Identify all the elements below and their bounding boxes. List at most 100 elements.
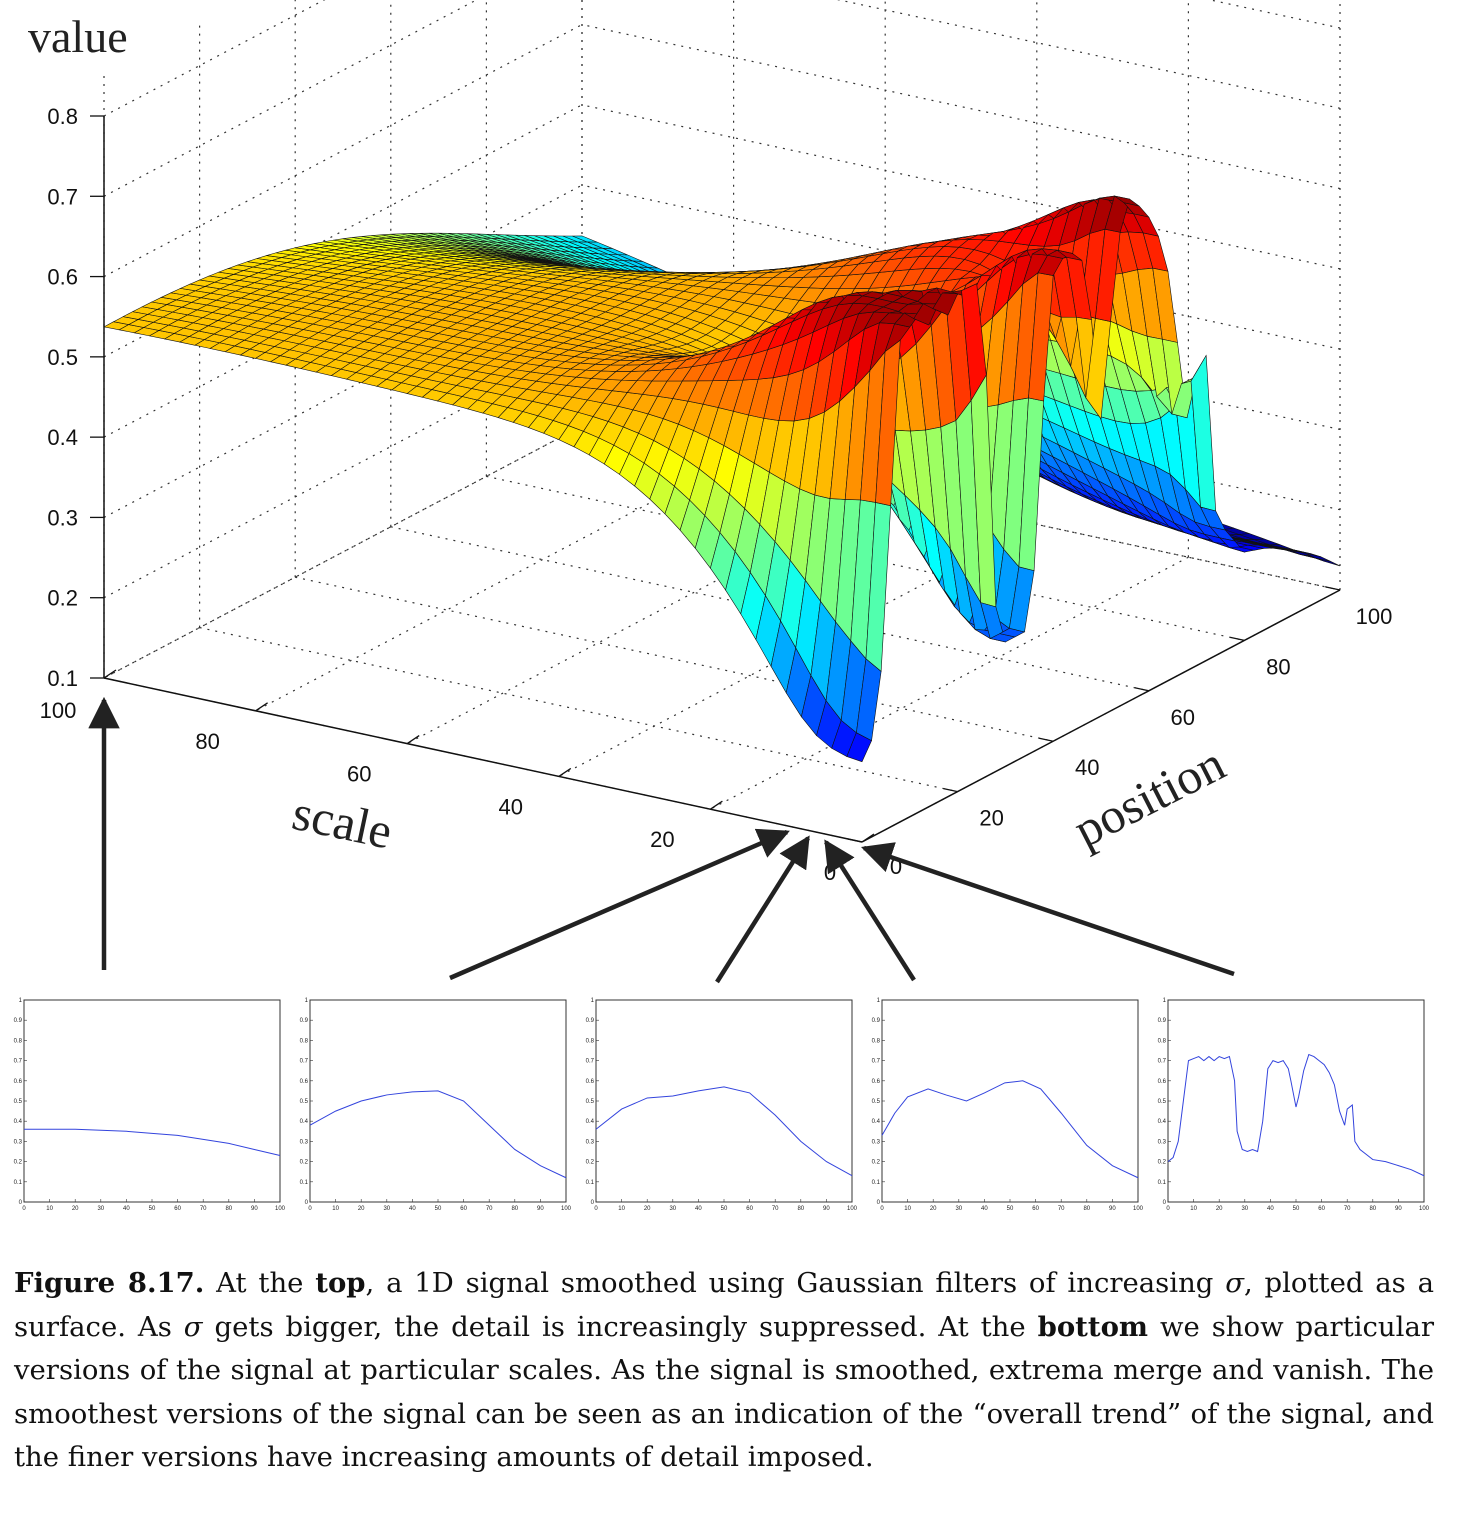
mini-ytick-label: 0	[1163, 1200, 1167, 1206]
mini-xtick-label: 50	[1293, 1206, 1300, 1212]
mini-ytick-label: 1	[305, 998, 309, 1004]
mini-ytick-label: 1	[19, 998, 23, 1004]
z-tick-label: 0.4	[47, 425, 78, 450]
mini-ytick-label: 0.5	[1158, 1099, 1167, 1105]
mini-ytick-label: 0.5	[872, 1099, 881, 1105]
mini-xtick-label: 90	[1395, 1206, 1402, 1212]
mini-ytick-label: 0.2	[586, 1160, 595, 1166]
scale-tick-mark	[406, 735, 420, 745]
mini-series-line	[24, 1128, 281, 1157]
position-tick-mark	[1325, 586, 1341, 591]
scale-tick-mark	[710, 800, 723, 810]
surface-mesh	[103, 195, 1341, 763]
mini-ytick-label: 0	[877, 1200, 881, 1206]
mini-xtick-label: 0	[22, 1206, 26, 1212]
scale-axis-label: scale	[288, 784, 397, 860]
mini-ytick-label: 0.6	[14, 1079, 23, 1085]
mini-ytick-label: 0	[19, 1200, 23, 1206]
mini-ytick-label: 0.9	[872, 1018, 881, 1024]
mini-ytick-label: 0.8	[586, 1038, 595, 1044]
mini-ytick-label: 0.4	[586, 1119, 595, 1125]
mini-xtick-label: 0	[880, 1206, 884, 1212]
position-tick-label: 60	[1171, 705, 1195, 730]
mini-xtick-label: 50	[1007, 1206, 1014, 1212]
position-tick-mark	[1230, 636, 1245, 642]
scale-tick-label: 80	[195, 729, 219, 754]
arrow-panel-3	[715, 835, 810, 984]
mini-ytick-label: 0.1	[586, 1180, 595, 1186]
mini-plot-1: 00.10.20.30.40.50.60.70.80.910 10 20 30 40 50…	[14, 998, 286, 1212]
mini-plot-4: 00.10.20.30.40.50.60.70.80.910 10 20 30 40 50…	[872, 998, 1144, 1212]
mini-ytick-label: 0.9	[300, 1018, 309, 1024]
surface-cell	[1315, 557, 1341, 567]
mini-series-line	[309, 1090, 567, 1179]
mini-plots: 00.10.20.30.40.50.60.70.80.910 10 20 30 40 50…	[14, 998, 1430, 1212]
scale-tick-label: 20	[650, 827, 674, 852]
position-tick-label: 80	[1266, 654, 1290, 679]
mini-ytick-label: 0.8	[872, 1038, 881, 1044]
scale-axis: 100 80 60 40 20 0	[40, 669, 875, 885]
mini-series-line	[595, 1086, 853, 1177]
mini-ytick-label: 0.6	[1158, 1079, 1167, 1085]
caption-sigma-1: σ	[1225, 1267, 1244, 1299]
mini-xtick-label: 60	[460, 1206, 467, 1212]
mini-xtick-label: 40	[695, 1206, 702, 1212]
caption-text-2: , a 1D signal smoothed using Gaussian fi…	[365, 1267, 1226, 1299]
mini-ytick-label: 0.2	[300, 1160, 309, 1166]
position-tick-label: 40	[1075, 755, 1099, 780]
z-tick-label: 0.6	[47, 265, 78, 290]
mini-ytick-label: 0.9	[1158, 1018, 1167, 1024]
mini-ytick-label: 0.9	[14, 1018, 23, 1024]
scale-tick-mark	[255, 702, 268, 712]
mini-xtick-label: 50	[149, 1206, 156, 1212]
mini-xtick-label: 40	[1267, 1206, 1274, 1212]
z-tick-label: 0.7	[47, 184, 78, 209]
z-tick-label: 0.2	[47, 586, 78, 611]
mini-ytick-label: 0.4	[300, 1119, 309, 1125]
mini-xtick-label: 100	[1133, 1206, 1144, 1212]
mini-xtick-label: 30	[669, 1206, 676, 1212]
mini-plot-frame	[1167, 999, 1425, 1203]
caption-bottom: bottom	[1037, 1310, 1149, 1343]
mini-ytick-label: 0.7	[1158, 1059, 1167, 1065]
caption-label: Figure 8.17.	[14, 1267, 205, 1299]
mini-plot-frame	[309, 999, 567, 1203]
mini-plot-frame	[595, 999, 853, 1203]
mini-ytick-label: 0.2	[1158, 1160, 1167, 1166]
mini-xtick-label: 30	[383, 1206, 390, 1212]
mini-ytick-label: 0.1	[14, 1180, 23, 1186]
position-tick-mark	[1134, 687, 1149, 692]
caption-text-5: we show particular versions of the signa…	[14, 1310, 1434, 1474]
z-tick-label: 0.5	[47, 345, 78, 370]
mini-xtick-label: 70	[486, 1206, 493, 1212]
mini-series-line	[881, 1080, 1139, 1179]
mini-ytick-label: 0.2	[872, 1160, 881, 1166]
mini-xtick-label: 70	[200, 1206, 207, 1212]
mini-ytick-label: 0.3	[300, 1139, 309, 1145]
position-tick-mark	[1039, 737, 1054, 742]
z-axis-label: value	[28, 11, 128, 62]
mini-ytick-label: 0.5	[586, 1099, 595, 1105]
mini-xtick-label: 60	[1032, 1206, 1039, 1212]
mini-ytick-label: 0.1	[300, 1180, 309, 1186]
mini-plot-frame	[23, 999, 281, 1203]
mini-xtick-label: 10	[618, 1206, 625, 1212]
caption-text-1: At the	[204, 1267, 316, 1299]
mini-ytick-label: 0.1	[1158, 1180, 1167, 1186]
mini-xtick-label: 40	[981, 1206, 988, 1212]
mini-ytick-label: 0.1	[872, 1180, 881, 1186]
mini-ytick-label: 1	[877, 998, 881, 1004]
mini-xtick-label: 40	[409, 1206, 416, 1212]
mini-xtick-label: 90	[251, 1206, 258, 1212]
position-tick-label: 100	[1356, 604, 1393, 629]
caption-text-4: gets bigger, the detail is increasingly …	[202, 1310, 1038, 1343]
mini-xtick-label: 10	[332, 1206, 339, 1212]
scale-tick-label: 40	[499, 794, 523, 819]
mini-ytick-label: 0.4	[14, 1119, 23, 1125]
position-tick-label: 20	[979, 806, 1003, 831]
arrow-panel-2	[449, 828, 790, 981]
mini-xtick-label: 100	[561, 1206, 572, 1212]
z-tick-label: 0.3	[47, 505, 78, 530]
